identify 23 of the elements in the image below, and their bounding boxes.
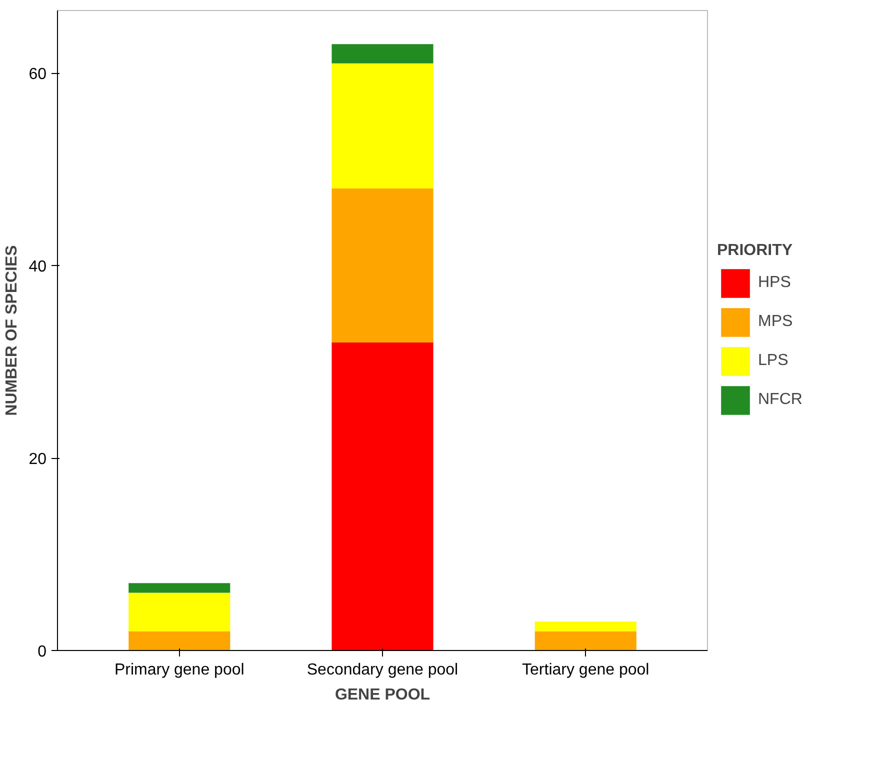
bar (534, 631, 636, 650)
legend-label: LPS (758, 352, 788, 370)
y-tick-label: 20 (28, 451, 47, 468)
y-tick-label: 0 (38, 644, 47, 660)
legend-title: PRIORITY (717, 242, 794, 260)
x-axis-title: GENE POOL (334, 686, 430, 704)
y-tick-label: 40 (28, 258, 47, 276)
legend-label: NFCR (758, 391, 802, 409)
bar (128, 583, 230, 593)
bar (332, 188, 434, 343)
y-axis-title: NUMBER OF SPECIES (4, 244, 21, 416)
bar (128, 592, 230, 632)
bar (332, 44, 434, 64)
bar (332, 63, 434, 189)
bar (534, 622, 636, 632)
bar (128, 631, 230, 650)
x-tick-label: Tertiary gene pool (522, 662, 650, 678)
legend-label: HPS (758, 274, 791, 292)
y-tick-label: 60 (28, 66, 47, 84)
legend-label: MPS (758, 313, 793, 331)
bar (332, 342, 434, 650)
x-tick-label: Primary gene pool (114, 662, 244, 678)
x-tick-label: Secondary gene pool (306, 662, 458, 678)
